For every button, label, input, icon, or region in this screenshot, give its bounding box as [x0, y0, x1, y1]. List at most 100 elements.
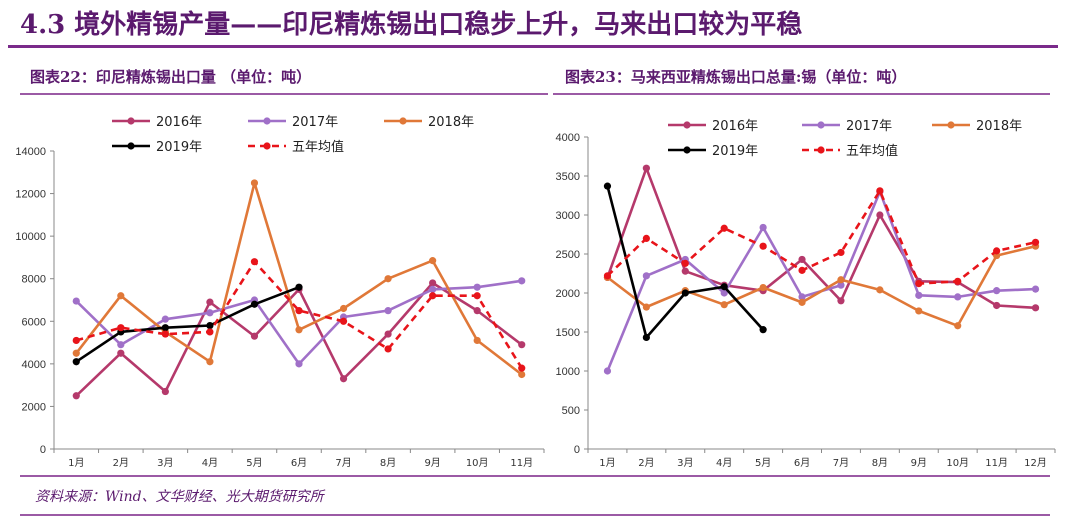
x-tick-label: 7月 — [833, 457, 849, 469]
series-s2016 — [72, 279, 526, 400]
data-point — [954, 322, 962, 330]
data-point — [206, 358, 214, 366]
data-point — [993, 301, 1001, 310]
legend-item-avg: 五年均值 — [802, 143, 898, 159]
data-point — [915, 291, 923, 299]
data-point — [250, 179, 259, 187]
y-tick-label: 3000 — [556, 210, 580, 222]
series-avg — [603, 187, 1040, 288]
data-point — [429, 285, 437, 293]
data-point — [339, 304, 348, 313]
legend-marker — [399, 117, 407, 125]
series-s2018 — [603, 242, 1040, 330]
data-point — [759, 242, 767, 250]
data-point — [642, 272, 650, 280]
legend-marker — [817, 146, 825, 154]
data-point — [603, 367, 612, 375]
data-point — [642, 303, 650, 311]
data-point — [837, 276, 845, 284]
page-title: 4.3 境外精锡产量——印尼精炼锡出口稳步上升，马来出口较为平稳 — [20, 10, 803, 40]
data-point — [384, 275, 392, 283]
y-tick-label: 1500 — [556, 327, 580, 339]
data-point — [518, 364, 526, 372]
y-tick-label: 0 — [574, 444, 580, 456]
legend-item-s2017: 2017年 — [802, 119, 892, 134]
legend-label: 2016年 — [712, 119, 758, 134]
data-point — [759, 223, 767, 232]
data-point — [206, 328, 214, 336]
legend-item-s2017: 2017年 — [248, 115, 338, 130]
data-point — [603, 272, 612, 280]
legend-marker — [263, 117, 271, 125]
data-point — [250, 300, 259, 308]
legend-label: 2019年 — [712, 144, 758, 159]
legend-label: 2016年 — [156, 115, 202, 130]
data-point — [117, 292, 125, 300]
x-tick-label: 9月 — [911, 457, 927, 469]
data-point — [206, 298, 214, 306]
x-tick-label: 6月 — [291, 457, 307, 469]
data-point — [603, 182, 612, 190]
x-tick-label: 8月 — [380, 457, 396, 469]
data-point — [1031, 285, 1040, 293]
data-point — [518, 277, 526, 285]
y-tick-label: 1000 — [556, 366, 580, 378]
data-point — [798, 293, 806, 301]
x-tick-label: 4月 — [716, 457, 732, 469]
chart-title-left: 图表22：印尼精炼锡出口量 （单位：吨） — [30, 68, 312, 86]
x-tick-label: 2月 — [638, 457, 654, 469]
data-point — [161, 387, 169, 396]
malaysia-export-chart: 0 500 1000 1500 2000 2500 3000 3500 4000 1月 2月 3月 4月… — [556, 119, 1056, 469]
data-point — [72, 297, 80, 305]
data-point — [759, 326, 767, 334]
data-point — [250, 258, 259, 266]
data-point — [720, 283, 728, 291]
x-tick-label: 5月 — [755, 457, 771, 469]
y-tick-label: 4000 — [22, 359, 46, 371]
data-point — [473, 336, 481, 345]
y-tick-label: 500 — [562, 405, 580, 417]
data-point — [295, 283, 303, 291]
x-tick-label: 3月 — [157, 457, 173, 469]
data-point — [473, 292, 481, 300]
x-tick-label: 8月 — [872, 457, 888, 469]
data-point — [798, 298, 806, 306]
legend-label: 五年均值 — [846, 143, 898, 159]
data-point — [681, 259, 689, 267]
data-point — [72, 358, 80, 366]
indonesia-export-chart: 0 2000 4000 6000 8000 10000 12000 14000 1月 2月 3月 4月… — [15, 115, 545, 469]
data-point — [206, 321, 214, 330]
data-point — [915, 280, 923, 288]
x-tick-label: 11月 — [510, 457, 533, 469]
data-point — [518, 370, 526, 379]
y-tick-label: 10000 — [15, 231, 46, 243]
footer-rule-top — [20, 475, 1050, 477]
page-header: 4.3 境外精锡产量——印尼精炼锡出口稳步上升，马来出口较为平稳 — [0, 0, 1065, 52]
data-point — [72, 336, 80, 345]
legend-label: 2017年 — [292, 115, 338, 130]
data-point — [384, 345, 392, 353]
data-point — [642, 333, 650, 342]
legend-marker — [683, 121, 691, 129]
chart-title-rule-left — [20, 93, 548, 95]
x-tick-label: 10月 — [466, 457, 489, 469]
data-point — [876, 286, 884, 294]
legend-item-s2018: 2018年 — [384, 115, 474, 130]
data-point — [117, 324, 125, 332]
x-tick-label: 2月 — [113, 457, 129, 469]
data-point — [161, 315, 169, 323]
y-tick-label: 14000 — [15, 146, 46, 158]
data-point — [295, 360, 303, 368]
legend-marker — [263, 142, 271, 150]
data-point — [429, 257, 437, 265]
x-tick-label: 7月 — [335, 457, 351, 469]
y-tick-label: 2000 — [22, 401, 46, 413]
chart-title-right: 图表23：马来西亚精炼锡出口总量:锡（单位：吨） — [565, 68, 907, 86]
data-point — [954, 293, 962, 301]
data-point — [720, 224, 728, 232]
legend-marker — [683, 146, 691, 154]
data-point — [681, 289, 689, 297]
data-point — [759, 283, 767, 292]
source-note: 资料来源：Wind、文华财经、光大期货研究所 — [35, 489, 324, 505]
y-tick-label: 3500 — [556, 171, 580, 183]
